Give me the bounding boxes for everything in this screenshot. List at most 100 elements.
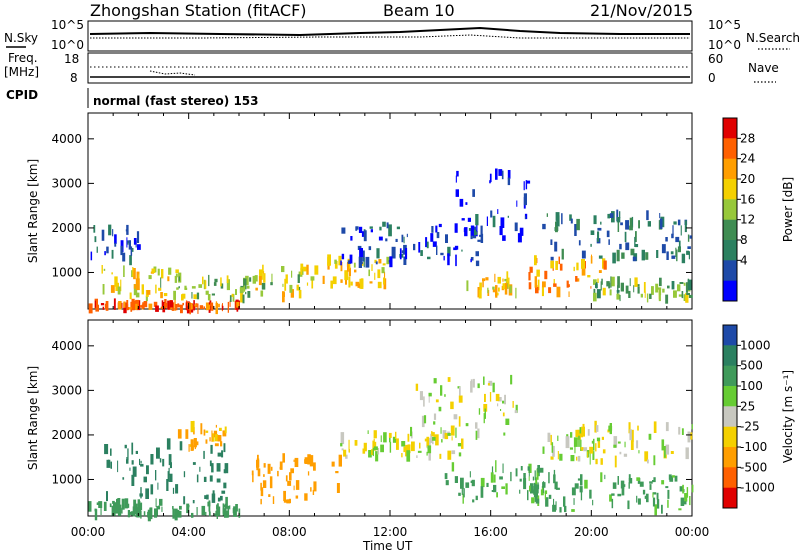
range-cell [655, 283, 659, 293]
range-cell [529, 485, 531, 492]
range-cell [181, 294, 184, 301]
colorbar-tick-label: 20 [740, 172, 755, 186]
x-tick-label: 04:00 [171, 525, 206, 539]
range-cell [552, 445, 555, 457]
range-cell [341, 227, 346, 234]
range-cell [688, 251, 690, 260]
range-cell [640, 293, 643, 298]
range-cell [485, 277, 489, 281]
range-cell [617, 285, 619, 294]
range-cell [428, 392, 432, 397]
range-cell [223, 504, 226, 508]
range-cell [534, 470, 536, 481]
range-cell [553, 279, 555, 287]
range-cell [616, 217, 621, 223]
colorbar-frame [722, 117, 738, 302]
range-cell [581, 426, 585, 437]
range-cell [495, 460, 497, 473]
range-cell [194, 304, 197, 307]
range-cell [270, 282, 273, 286]
range-cell [530, 483, 534, 494]
range-cell [205, 290, 209, 295]
range-cell [681, 253, 686, 264]
range-cell [137, 244, 141, 250]
range-cell [433, 413, 437, 420]
range-cell [578, 435, 580, 447]
range-cell [239, 287, 244, 294]
range-cell [613, 436, 618, 448]
range-cell [293, 459, 295, 462]
velocity-panel-frame [87, 319, 693, 517]
x-tick-label: 20:00 [574, 525, 609, 539]
range-cell [557, 451, 559, 460]
range-cell [427, 256, 431, 260]
range-cell [441, 439, 443, 443]
colorbar-tick-label: 25 [740, 399, 755, 413]
range-cell [236, 301, 240, 308]
range-cell [535, 500, 539, 504]
range-cell [175, 484, 179, 494]
range-cell [151, 268, 156, 273]
range-cell [609, 213, 614, 218]
range-cell [369, 226, 373, 229]
range-cell [554, 241, 558, 252]
range-cell [246, 285, 250, 289]
range-cell [372, 447, 374, 457]
range-cell [467, 217, 471, 222]
range-cell [587, 451, 589, 458]
range-cell [634, 277, 638, 287]
range-cell [483, 376, 485, 385]
range-cell [113, 298, 116, 310]
range-cell [345, 454, 348, 459]
range-cell [529, 266, 533, 273]
range-cell [544, 492, 546, 500]
colorbar-tick-label: 4 [740, 253, 748, 267]
range-cell [498, 287, 500, 292]
range-cell [102, 306, 104, 310]
range-cell [271, 273, 273, 284]
range-cell [350, 281, 353, 286]
range-cell [233, 506, 237, 517]
range-cell [503, 432, 506, 436]
range-cell [633, 285, 635, 293]
range-cell [272, 496, 275, 504]
velocity-axes: 1000 2000 3000 4000 Slant Range [km] [26, 320, 693, 516]
range-cell [625, 285, 629, 294]
range-cell [129, 307, 133, 310]
range-cell [539, 467, 544, 473]
range-cell [528, 282, 532, 290]
range-cell [217, 452, 222, 457]
range-cell [191, 512, 194, 518]
range-cell [221, 490, 226, 494]
range-cell [106, 459, 111, 468]
range-cell [644, 495, 649, 499]
range-cell [478, 290, 482, 299]
range-cell [94, 300, 96, 308]
range-cell [637, 498, 641, 505]
range-cell [490, 210, 493, 218]
range-cell [331, 461, 335, 467]
range-cell [257, 468, 261, 477]
range-cell [120, 279, 122, 292]
range-cell [125, 229, 129, 232]
range-cell [178, 286, 180, 289]
colorbar-swatch [723, 406, 737, 428]
range-cell [117, 460, 119, 473]
range-cell [90, 251, 93, 261]
range-cell [226, 275, 229, 283]
range-cell [195, 441, 199, 446]
nsearch-tick-high: 10^5 [708, 18, 741, 32]
range-cell [573, 498, 575, 505]
range-cell [571, 487, 576, 496]
range-cell [95, 304, 99, 312]
range-cell [483, 413, 485, 424]
range-cell [282, 291, 285, 303]
range-cell [220, 277, 222, 287]
range-cell [174, 275, 178, 283]
range-cell [616, 249, 620, 262]
range-cell [576, 262, 579, 271]
range-cell [573, 437, 578, 447]
range-cell [401, 441, 406, 447]
range-cell [550, 260, 554, 269]
range-cell [600, 221, 602, 225]
